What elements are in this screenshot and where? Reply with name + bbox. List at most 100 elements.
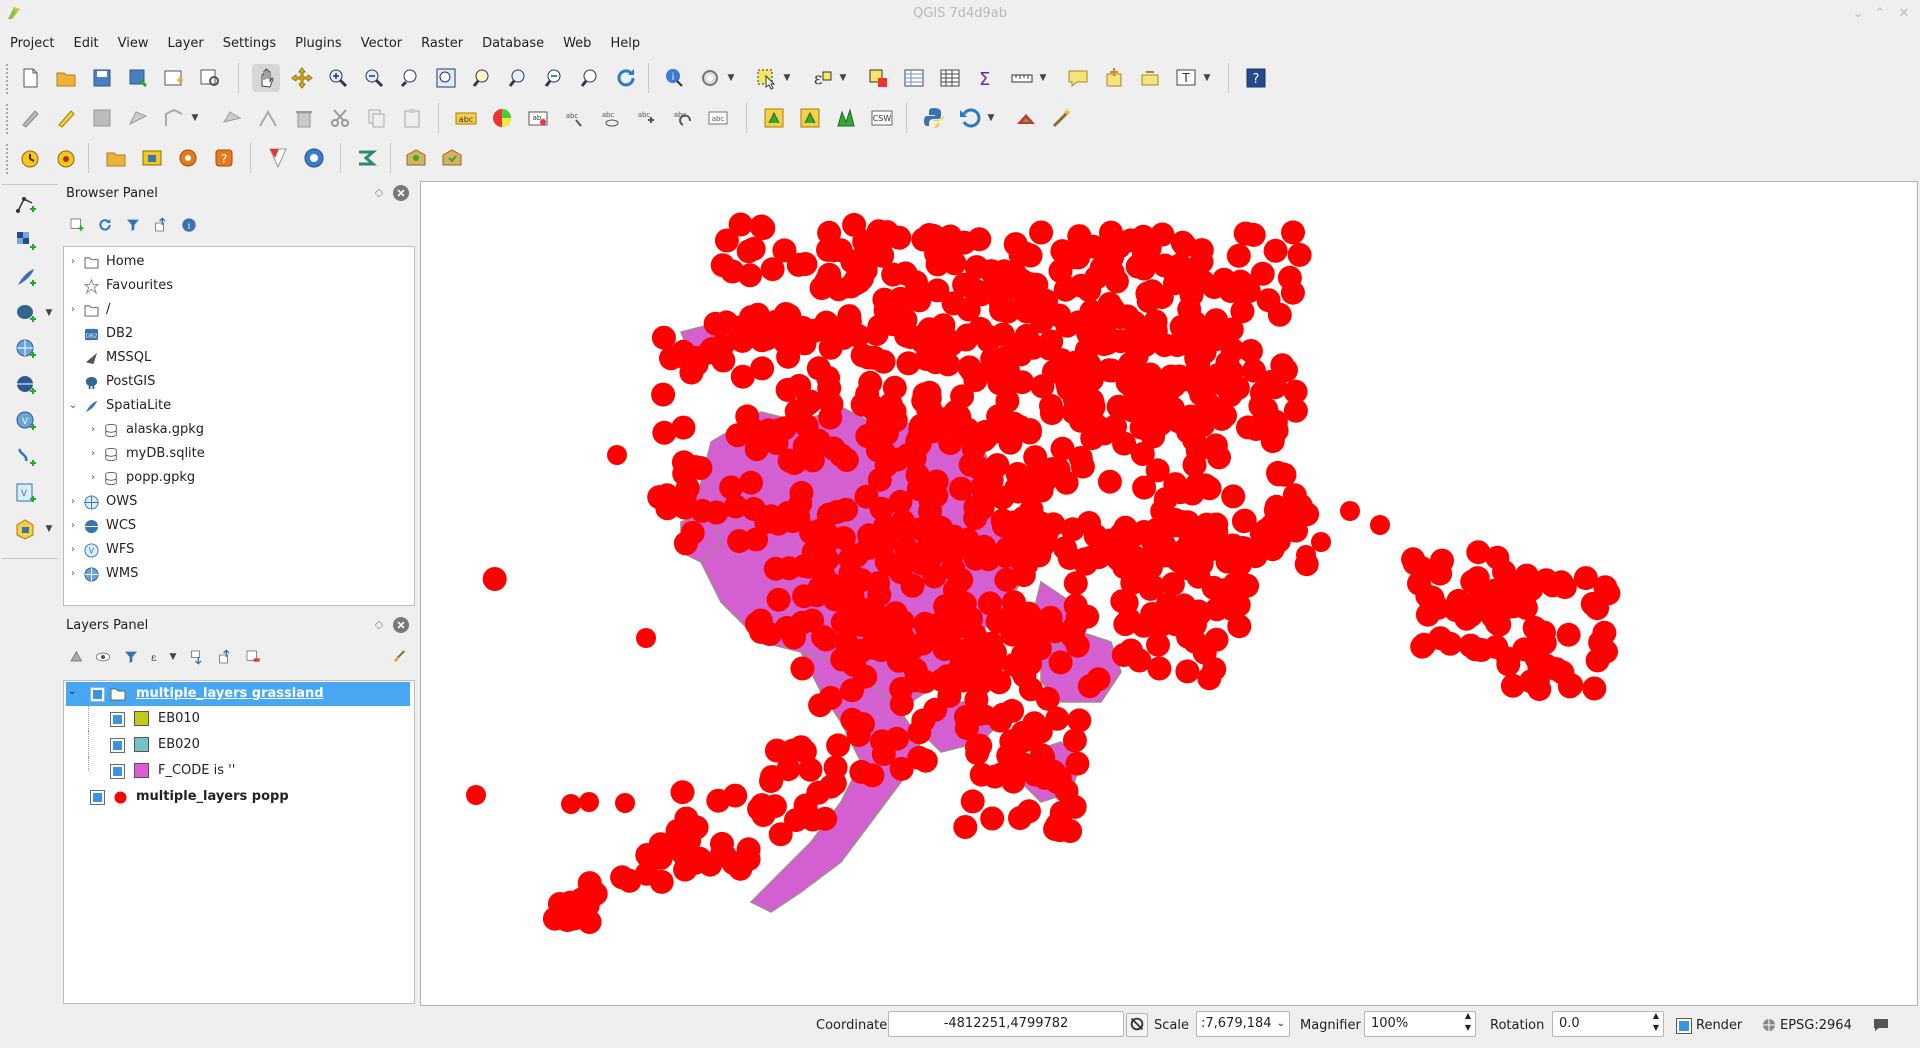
map-tips-icon[interactable] [1064,64,1092,92]
undo-icon[interactable] [956,104,984,132]
filter-expression-icon[interactable]: ε [146,646,168,668]
processing-toolbox-icon[interactable] [352,144,380,172]
modify-attributes-icon[interactable] [254,104,282,132]
python-console-icon[interactable] [920,104,948,132]
new-bookmark-icon[interactable] [1100,64,1128,92]
chevron-down-icon[interactable]: ⌄ [1852,6,1864,21]
coordinate-field[interactable]: -4812251,4799782 [888,1011,1124,1037]
menu-raster[interactable]: Raster [421,36,464,51]
zoom-last-icon[interactable] [540,64,568,92]
scale-combobox[interactable]: :7,679,184 ⌄ [1196,1011,1290,1037]
chevron-down-icon[interactable]: ▼ [783,73,791,83]
collapse-all-icon[interactable] [214,646,236,668]
label-abc-icon[interactable]: abc [452,104,480,132]
map-canvas[interactable] [420,181,1918,1006]
menu-help[interactable]: Help [610,36,641,51]
processing-wand-icon[interactable] [1048,104,1076,132]
layer-class-row[interactable]: EB010 [66,705,410,731]
zoom-to-layer-icon[interactable] [504,64,532,92]
help-icon[interactable]: ? [1242,64,1270,92]
add-raster-layer-icon[interactable] [12,227,40,255]
attribute-table-icon[interactable] [900,64,928,92]
deselect-all-icon[interactable] [864,64,892,92]
add-wcs-layer-icon[interactable] [12,371,40,399]
browser-item[interactable]: Favourites [68,275,408,297]
new-geopackage-layer-icon[interactable] [12,515,40,543]
add-feature-icon[interactable] [124,104,152,132]
browser-item[interactable]: › WMS [68,563,408,585]
pan-to-selection-icon[interactable] [288,64,316,92]
layer-row[interactable]: multiple_layers popp [66,785,410,809]
close-icon[interactable] [392,184,410,202]
chevron-down-icon[interactable]: ▼ [45,524,53,534]
chevron-down-icon[interactable]: ⌄ [68,686,77,697]
magnifier-spinbox[interactable]: 100% ▲ ▼ [1364,1011,1476,1037]
menu-project[interactable]: Project [10,36,55,51]
browser-item[interactable]: › OWS [68,491,408,513]
float-panel-icon[interactable]: ◇ [374,618,384,631]
add-postgis-layer-icon[interactable] [12,299,40,327]
copy-features-icon[interactable] [362,104,390,132]
menu-view[interactable]: View [117,36,149,51]
plugin-gear-bug-icon[interactable] [52,144,80,172]
messages-speech-bubble-icon[interactable] [1872,1017,1890,1033]
menu-web[interactable]: Web [563,36,592,51]
menu-database[interactable]: Database [482,36,545,51]
browser-item[interactable]: › V WFS [68,539,408,561]
close-icon[interactable] [392,616,410,634]
browser-item[interactable]: ⌄ SpatiaLite [68,395,408,417]
close-icon[interactable]: ✕ [1898,6,1910,21]
pin-labels-icon[interactable]: abc [560,104,588,132]
chevron-down-icon[interactable]: ▼ [1039,73,1047,83]
zoom-native-icon[interactable] [396,64,424,92]
change-label-icon[interactable]: abc [704,104,732,132]
show-hide-labels-icon[interactable]: abc [596,104,624,132]
chevron-down-icon[interactable]: ▼ [45,308,53,318]
digitize-icon[interactable] [160,104,188,132]
select-features-icon[interactable] [752,64,780,92]
filter-icon[interactable] [120,646,142,668]
browser-item[interactable]: › WCS [68,515,408,537]
chevron-right-icon[interactable]: › [91,424,95,435]
class-checkbox[interactable] [110,738,125,753]
browser-item[interactable]: PostGIS [68,371,408,393]
zoom-to-selection-icon[interactable] [468,64,496,92]
chevron-down-icon[interactable]: ▼ [1203,73,1211,83]
browser-item[interactable]: › Home [68,251,408,273]
refresh-icon[interactable] [612,64,640,92]
csw-icon[interactable]: CSW [868,104,896,132]
add-spatialite-layer-icon[interactable] [12,263,40,291]
browser-item[interactable]: › popp.gpkg [88,467,408,489]
layer-styling-icon[interactable] [66,646,88,668]
save-edits-icon[interactable] [88,104,116,132]
chevron-down-icon[interactable]: ▼ [191,113,199,123]
georeferencer-icon[interactable] [1012,104,1040,132]
chevron-right-icon[interactable]: › [91,448,95,459]
info-icon[interactable]: i [178,214,200,236]
spinner-arrows-icon[interactable]: ▲ ▼ [1464,1011,1471,1032]
paste-features-icon[interactable] [398,104,426,132]
browser-item[interactable]: › / [68,299,408,321]
select-by-expression-icon[interactable]: ε [808,64,836,92]
zoom-next-icon[interactable] [576,64,604,92]
vertex-tool-icon[interactable] [218,104,246,132]
filter-icon[interactable] [122,214,144,236]
render-checkbox[interactable] [1676,1018,1692,1034]
float-panel-icon[interactable]: ◇ [374,186,384,199]
new-project-icon[interactable] [16,64,44,92]
flag-plugin-icon[interactable] [264,144,292,172]
menu-edit[interactable]: Edit [73,36,99,51]
chevron-right-icon[interactable]: › [71,496,75,507]
chevron-right-icon[interactable]: › [91,472,95,483]
chevron-down-icon[interactable]: ▼ [727,73,735,83]
cut-features-icon[interactable] [326,104,354,132]
zoom-in-icon[interactable] [324,64,352,92]
add-virtual-layer-icon[interactable] [12,443,40,471]
add-wkt-layer-icon[interactable] [796,104,824,132]
toggle-extents-icon[interactable] [1126,1013,1148,1037]
add-delimited-layer-icon[interactable] [760,104,788,132]
statistics-sigma-icon[interactable]: Σ [972,64,1000,92]
move-label-icon[interactable]: abc [632,104,660,132]
processing-gear-icon[interactable] [300,144,328,172]
open-project-icon[interactable] [52,64,80,92]
